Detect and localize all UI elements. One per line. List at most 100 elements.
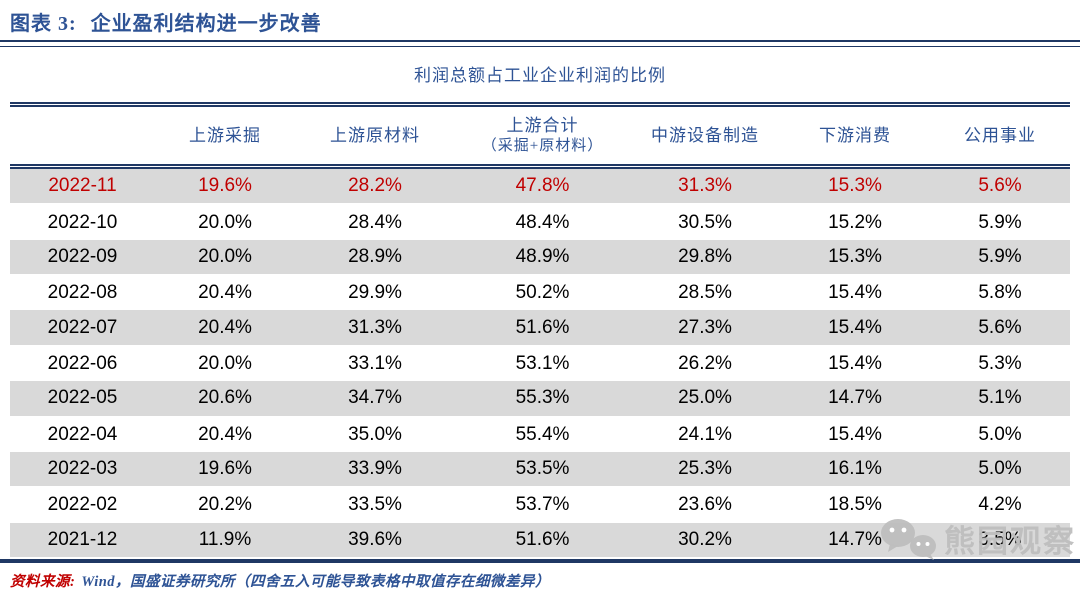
row-value: 25.0% bbox=[678, 387, 732, 409]
table-row: 2022-06 20.0% 33.1% 53.1% 26.2% 15.4% 5.3% bbox=[10, 347, 1070, 381]
header-cell-upstream-total: 上游合计 （采掘+原材料） bbox=[455, 115, 630, 157]
row-value: 5.9% bbox=[978, 245, 1022, 267]
row-value: 27.3% bbox=[678, 316, 732, 338]
table-row: 2022-10 20.0% 28.4% 48.4% 30.5% 15.2% 5.9% bbox=[10, 205, 1070, 239]
table-title: 利润总额占工业企业利润的比例 bbox=[414, 66, 666, 85]
table-bottom-divider bbox=[0, 559, 1080, 563]
row-value: 30.5% bbox=[678, 211, 732, 233]
row-value: 20.4% bbox=[198, 423, 252, 445]
header-upstream-total-line1: 上游合计 bbox=[506, 115, 579, 135]
row-date: 2022-08 bbox=[47, 282, 118, 304]
table-top-divider bbox=[10, 102, 1070, 107]
row-value: 48.9% bbox=[515, 245, 570, 267]
row-value: 25.3% bbox=[678, 458, 732, 480]
row-value: 39.6% bbox=[348, 528, 402, 550]
figure-label: 图表 3: bbox=[10, 13, 77, 35]
row-value: 35.0% bbox=[348, 423, 402, 445]
row-value: 5.0% bbox=[978, 423, 1022, 445]
row-value: 20.0% bbox=[198, 211, 252, 233]
row-value: 5.6% bbox=[978, 316, 1022, 338]
row-value: 11.9% bbox=[198, 528, 252, 550]
row-value: 20.0% bbox=[198, 352, 252, 374]
table-row: 2022-04 20.4% 35.0% 55.4% 24.1% 15.4% 5.0% bbox=[10, 418, 1070, 452]
row-value: 34.7% bbox=[348, 387, 402, 409]
row-date: 2022-02 bbox=[47, 494, 118, 516]
row-value: 53.7% bbox=[515, 494, 570, 516]
row-value: 29.9% bbox=[348, 282, 402, 304]
header-cell-upstream-mining: 上游采掘 bbox=[189, 126, 261, 145]
row-value: 5.1% bbox=[978, 387, 1022, 409]
row-value: 15.4% bbox=[828, 423, 882, 445]
row-value: 23.6% bbox=[678, 494, 732, 516]
source-label: 资料来源: bbox=[10, 574, 76, 590]
header-cell-utilities: 公用事业 bbox=[964, 126, 1036, 145]
row-date: 2022-10 bbox=[47, 211, 118, 233]
row-value: 20.0% bbox=[198, 245, 252, 267]
row-value: 33.9% bbox=[348, 458, 402, 480]
row-value: 14.7% bbox=[828, 528, 882, 550]
row-value: 15.4% bbox=[828, 282, 882, 304]
table-header-row: 上游采掘 上游原材料 上游合计 （采掘+原材料） 中游设备制造 下游消费 公用事… bbox=[10, 107, 1070, 164]
row-value: 14.7% bbox=[828, 387, 882, 409]
row-value: 5.8% bbox=[978, 282, 1022, 304]
row-date: 2022-06 bbox=[47, 352, 118, 374]
row-value: 15.4% bbox=[828, 316, 882, 338]
row-value: 30.2% bbox=[678, 528, 732, 550]
row-value: 3.5% bbox=[978, 528, 1022, 550]
row-date: 2022-07 bbox=[47, 316, 118, 338]
row-value: 15.3% bbox=[828, 245, 882, 267]
row-value: 48.4% bbox=[515, 211, 570, 233]
source-text: Wind，国盛证券研究所（四舍五入可能导致表格中取值存在细微差异） bbox=[81, 574, 551, 590]
row-value: 20.6% bbox=[198, 387, 252, 409]
row-value: 15.3% bbox=[828, 175, 882, 197]
row-date: 2022-03 bbox=[47, 458, 118, 480]
row-value: 15.4% bbox=[828, 352, 882, 374]
row-value: 50.2% bbox=[515, 282, 570, 304]
row-value: 47.8% bbox=[515, 175, 570, 197]
row-value: 28.4% bbox=[348, 211, 402, 233]
row-value: 19.6% bbox=[198, 458, 252, 480]
row-value: 24.1% bbox=[678, 423, 732, 445]
row-value: 18.5% bbox=[828, 494, 882, 516]
row-value: 28.5% bbox=[678, 282, 732, 304]
row-value: 33.1% bbox=[348, 352, 402, 374]
row-date: 2021-12 bbox=[47, 528, 118, 550]
table-row: 2022-02 20.2% 33.5% 53.7% 23.6% 18.5% 4.2% bbox=[10, 488, 1070, 522]
row-date: 2022-11 bbox=[48, 175, 117, 197]
row-value: 51.6% bbox=[515, 528, 570, 550]
row-value: 31.3% bbox=[348, 316, 402, 338]
row-value: 5.0% bbox=[978, 458, 1022, 480]
row-value: 53.1% bbox=[515, 352, 570, 374]
row-value: 55.3% bbox=[515, 387, 570, 409]
table-row: 2022-03 19.6% 33.9% 53.5% 25.3% 16.1% 5.0% bbox=[10, 451, 1070, 489]
table-row: 2021-12 11.9% 39.6% 51.6% 30.2% 14.7% 3.5% bbox=[10, 522, 1070, 559]
row-value: 5.9% bbox=[978, 211, 1022, 233]
row-value: 4.2% bbox=[978, 494, 1022, 516]
row-value: 51.6% bbox=[515, 316, 570, 338]
row-value: 20.2% bbox=[198, 494, 252, 516]
row-value: 5.3% bbox=[978, 352, 1022, 374]
row-value: 31.3% bbox=[678, 175, 732, 197]
header-cell-upstream-materials: 上游原材料 bbox=[330, 126, 420, 145]
header-cell-downstream-consumption: 下游消费 bbox=[819, 126, 891, 145]
row-value: 5.6% bbox=[978, 175, 1022, 197]
source-note: 资料来源: Wind，国盛证券研究所（四舍五入可能导致表格中取值存在细微差异） bbox=[10, 570, 1070, 591]
row-value: 29.8% bbox=[678, 245, 732, 267]
figure-name: 企业盈利结构进一步改善 bbox=[90, 13, 322, 35]
table-row: 2022-05 20.6% 34.7% 55.3% 25.0% 14.7% 5.1% bbox=[10, 381, 1070, 418]
row-date: 2022-04 bbox=[47, 423, 118, 445]
row-value: 26.2% bbox=[678, 352, 732, 374]
header-divider bbox=[10, 164, 1070, 169]
row-value: 55.4% bbox=[515, 423, 570, 445]
row-value: 20.4% bbox=[198, 316, 252, 338]
row-date: 2022-09 bbox=[47, 245, 118, 267]
header-upstream-total-line2: （采掘+原材料） bbox=[481, 137, 604, 154]
row-value: 28.2% bbox=[348, 175, 402, 197]
table-row: 2022-11 19.6% 28.2% 47.8% 31.3% 15.3% 5.6% bbox=[10, 169, 1070, 206]
table-row: 2022-07 20.4% 31.3% 51.6% 27.3% 15.4% 5.6% bbox=[10, 310, 1070, 347]
row-value: 33.5% bbox=[348, 494, 402, 516]
title-divider bbox=[0, 40, 1080, 47]
row-value: 28.9% bbox=[348, 245, 402, 267]
row-value: 53.5% bbox=[515, 458, 570, 480]
